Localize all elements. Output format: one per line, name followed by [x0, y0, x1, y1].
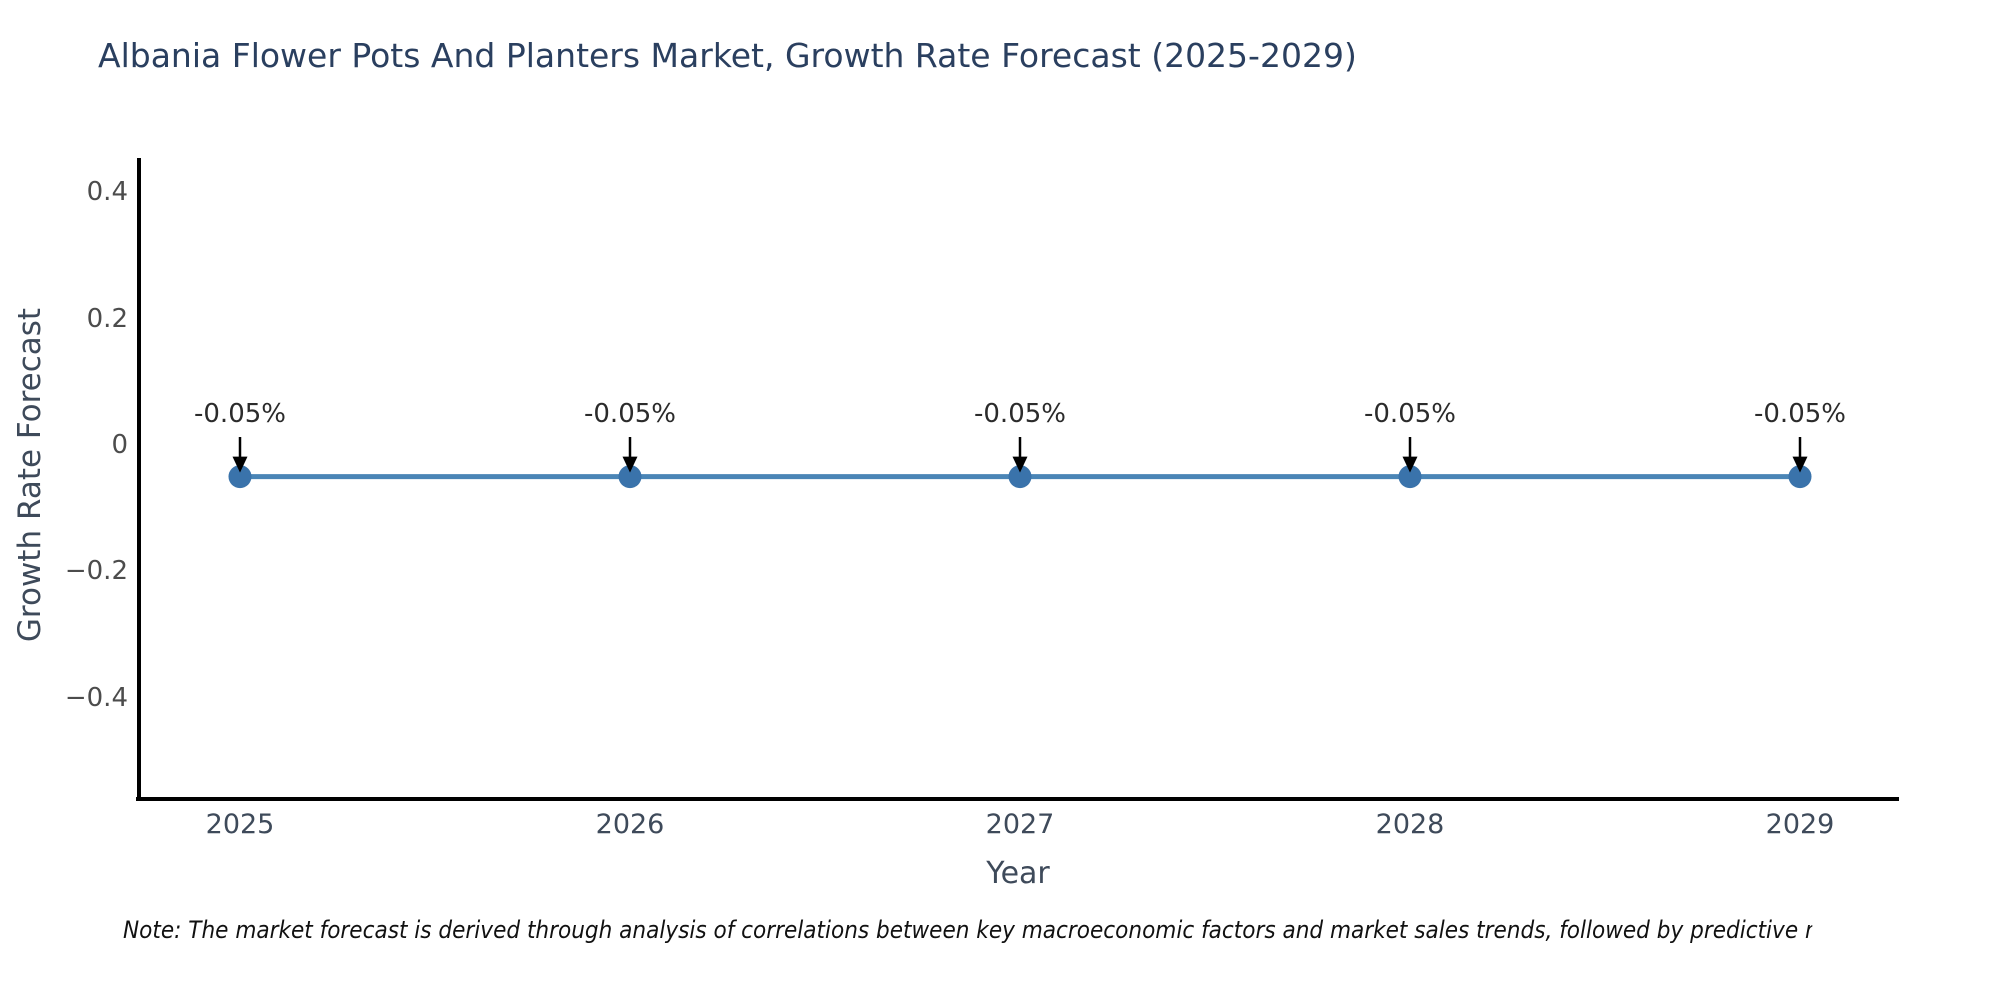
x-tick-label: 2028 — [1375, 809, 1445, 840]
y-tick-label: −0.2 — [64, 556, 128, 587]
footnote: Note: The market forecast is derived thr… — [123, 916, 1812, 944]
data-point-marker — [1008, 465, 1032, 489]
annotation-arrow-head — [1792, 456, 1808, 473]
data-point-marker — [618, 465, 642, 489]
x-axis-title: Year — [986, 856, 1050, 891]
y-tick-label: 0.2 — [86, 303, 128, 334]
point-annotation: -0.05% — [584, 399, 676, 429]
x-tick-label: 2026 — [595, 809, 665, 840]
point-annotation: -0.05% — [974, 399, 1066, 429]
data-point-marker — [1398, 465, 1422, 489]
y-tick-label: 0.4 — [86, 177, 128, 208]
chart-title: Albania Flower Pots And Planters Market,… — [98, 36, 1357, 75]
data-point-marker — [1788, 465, 1812, 489]
annotation-arrow-head — [1402, 456, 1418, 473]
x-tick-label: 2025 — [205, 809, 275, 840]
y-axis-title: Growth Rate Forecast — [12, 307, 48, 643]
x-tick-label: 2027 — [985, 809, 1055, 840]
data-point-marker — [228, 465, 252, 489]
x-tick-label: 2029 — [1765, 809, 1835, 840]
point-annotation: -0.05% — [1754, 399, 1846, 429]
y-tick-label: 0 — [111, 430, 128, 460]
y-tick-label: −0.4 — [64, 682, 128, 713]
point-annotation: -0.05% — [1364, 399, 1456, 429]
annotation-arrow-head — [232, 456, 248, 473]
point-annotation: -0.05% — [194, 399, 286, 429]
annotation-arrow-head — [1012, 456, 1028, 473]
annotation-arrow-head — [622, 456, 638, 473]
